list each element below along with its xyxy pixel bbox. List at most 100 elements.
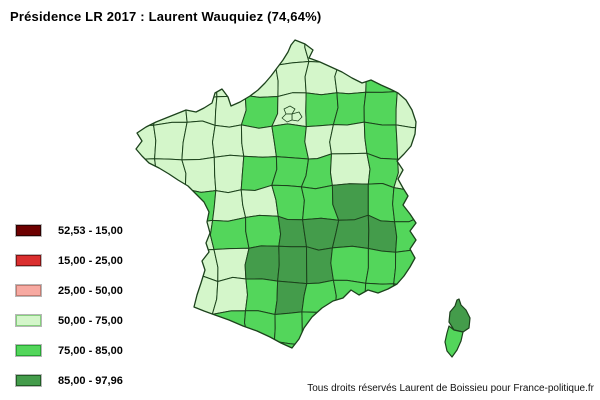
legend-item: 52,53 - 15,00 — [15, 224, 123, 237]
department-cell — [151, 40, 190, 67]
legend-item: 50,00 - 75,00 — [15, 314, 123, 327]
legend-label: 75,00 - 85,00 — [58, 344, 123, 357]
department-cell — [215, 58, 248, 98]
department-cell — [421, 34, 457, 67]
department-cell — [209, 217, 250, 250]
department-cell — [240, 124, 277, 158]
department-cell — [212, 124, 245, 158]
department-cell — [395, 91, 416, 129]
legend-item: 15,00 - 25,00 — [15, 254, 123, 267]
legend-label: 50,00 - 75,00 — [58, 314, 123, 327]
department-cell — [392, 40, 416, 67]
department-cell — [136, 340, 156, 348]
department-cell — [274, 40, 310, 66]
department-cell — [365, 248, 397, 285]
department-cell — [329, 121, 368, 155]
department-cell — [136, 124, 157, 160]
department-cell — [245, 278, 279, 315]
legend: 52,53 - 15,00 15,00 - 25,00 25,00 - 50,0… — [15, 224, 123, 400]
department-cell — [244, 58, 279, 98]
department-cell — [154, 275, 187, 313]
department-cell — [186, 40, 219, 68]
department-cell — [212, 189, 247, 222]
corsica-south — [444, 325, 464, 358]
department-cell — [391, 306, 416, 345]
department-cell — [422, 214, 458, 251]
department-cell — [422, 184, 458, 216]
department-cell — [152, 187, 186, 222]
department-cell — [156, 247, 188, 278]
department-cell — [301, 279, 337, 313]
department-cell — [304, 124, 334, 160]
department-cell — [213, 247, 250, 282]
department-cell — [393, 283, 416, 310]
legend-swatch — [15, 374, 42, 387]
department-cell — [332, 40, 369, 67]
department-cell — [244, 245, 280, 282]
department-cell — [136, 276, 158, 316]
paris-cluster-cell — [283, 105, 296, 115]
department-cell — [136, 311, 156, 344]
department-cell — [422, 93, 459, 127]
legend-item: 85,00 - 97,96 — [15, 374, 123, 387]
department-cell — [136, 64, 156, 95]
department-cell — [332, 91, 367, 126]
department-cell — [301, 309, 336, 348]
department-cell — [359, 307, 397, 345]
department-cell — [421, 276, 456, 311]
legend-item: 25,00 - 50,00 — [15, 284, 123, 297]
department-cell — [184, 188, 217, 223]
legend-item: 75,00 - 85,00 — [15, 344, 123, 357]
department-cell — [306, 246, 334, 285]
page-title: Présidence LR 2017 : Laurent Wauquiez (7… — [10, 9, 322, 24]
department-cell — [304, 40, 339, 67]
legend-swatch — [15, 284, 42, 297]
department-cell — [363, 91, 398, 126]
department-cell — [272, 340, 305, 348]
department-cell — [331, 338, 368, 348]
department-cell — [150, 61, 190, 97]
department-cell — [184, 248, 219, 282]
department-cell — [367, 183, 396, 223]
paris-cluster-cell — [281, 113, 293, 123]
department-cell — [136, 158, 157, 190]
department-cell — [136, 214, 159, 252]
department-cell — [151, 339, 186, 348]
department-cell — [271, 123, 309, 160]
department-cell — [300, 344, 336, 348]
department-cell — [305, 92, 339, 128]
department-cell — [331, 183, 369, 221]
department-cell — [186, 61, 218, 100]
department-cell — [181, 120, 216, 161]
department-cell — [395, 124, 416, 160]
department-cell — [136, 184, 159, 220]
legend-label: 15,00 - 25,00 — [58, 254, 123, 267]
department-cell — [153, 306, 186, 343]
department-cell — [277, 215, 307, 248]
department-cell — [422, 66, 458, 97]
department-cell — [423, 246, 456, 284]
legend-swatch — [15, 224, 42, 237]
department-cell — [396, 61, 416, 96]
department-cell — [275, 61, 310, 97]
department-cell — [277, 245, 308, 285]
legend-label: 25,00 - 50,00 — [58, 284, 123, 297]
department-cell — [423, 152, 459, 186]
department-cell — [215, 40, 249, 68]
department-cell — [136, 247, 160, 278]
department-cell — [304, 61, 339, 96]
department-cell — [156, 214, 188, 251]
legend-label: 85,00 - 97,96 — [58, 374, 123, 387]
department-cell — [330, 245, 369, 284]
copyright-text: Tous droits réservés Laurent de Boissieu… — [307, 383, 594, 394]
department-cell — [240, 94, 279, 129]
department-cell — [365, 59, 400, 93]
legend-label: 52,53 - 15,00 — [58, 224, 123, 237]
department-cell — [360, 338, 396, 348]
france-outline — [135, 39, 417, 349]
legend-swatch — [15, 254, 42, 267]
department-cell — [215, 338, 249, 348]
department-cell — [214, 94, 247, 128]
